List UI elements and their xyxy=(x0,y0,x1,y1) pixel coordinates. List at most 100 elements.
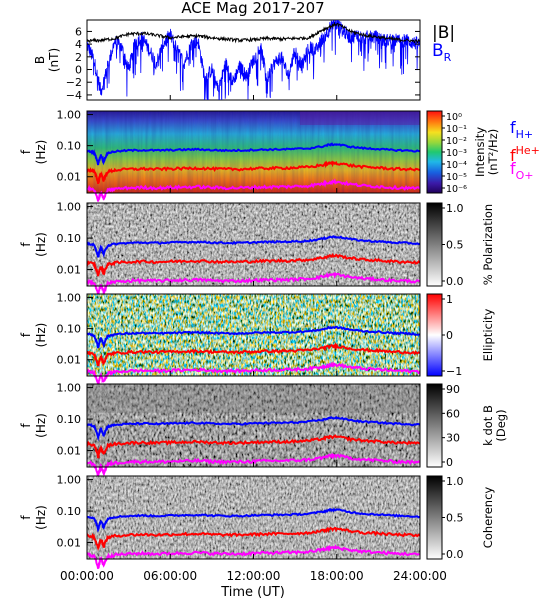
f-he-plus-line xyxy=(87,252,420,277)
f-h-plus-line xyxy=(87,507,420,533)
f-o-plus-line xyxy=(87,271,420,298)
xtick-label: 12:00:00 xyxy=(227,569,281,583)
b-ytick-label: 0 xyxy=(75,64,82,77)
ytick-label: 0.10 xyxy=(57,140,82,153)
ylabel-f: f xyxy=(19,149,33,154)
legend-f-he: fHe+ xyxy=(510,144,540,165)
b-ylabel-top: B xyxy=(33,56,47,64)
ylabel-hz: (Hz) xyxy=(34,505,48,530)
colorbar-tick-label: 0.5 xyxy=(446,512,464,525)
panel-ellipticity: 1.00 0.10 0.01 f (Hz) 1 0 −1 Ellipticity xyxy=(19,292,495,388)
ylabel-hz: (Hz) xyxy=(34,323,48,348)
x-tick-labels: 00:00:00 06:00:00 12:00:00 18:00:00 24:00:00 xyxy=(60,569,447,583)
colorbar-tick-label: 90 xyxy=(446,383,460,396)
ytick-label: 0.10 xyxy=(57,505,82,518)
legend-b-r: BR xyxy=(432,41,452,64)
ytick-label: 1.00 xyxy=(57,292,82,305)
colorbar-tick-label: 0.0 xyxy=(446,275,464,288)
f-h-plus-line xyxy=(87,142,420,166)
b-ytick-label: 6 xyxy=(75,25,82,38)
colorbar-tick-label: 10⁻¹ xyxy=(446,124,467,135)
colorbar-tick-label: 10⁰ xyxy=(446,112,462,123)
spectrogram-shade xyxy=(87,384,420,414)
colorbar-title: Coherency xyxy=(481,487,495,549)
f-o-plus-line xyxy=(87,544,420,569)
colorbar-tick-label: −1 xyxy=(446,365,462,378)
spectrogram-panels: 1.000.100.01f (Hz)10⁰10⁻¹10⁻²10⁻³10⁻⁴10⁻⁵… xyxy=(19,109,508,569)
series-b-total-line xyxy=(87,21,420,44)
f-h-plus-line xyxy=(87,235,420,259)
colorbar-tick-label: 0.5 xyxy=(446,239,464,252)
f-he-plus-line xyxy=(87,342,420,367)
colorbar xyxy=(426,475,443,560)
colorbar-title: Ellipticity xyxy=(481,308,495,361)
x-axis-label: Time (UT) xyxy=(220,585,285,600)
f-he-plus-line xyxy=(87,160,420,184)
spectrogram-texture xyxy=(87,111,420,193)
colorbar-unit: (Deg) xyxy=(494,409,508,441)
b-ylabel-unit: (nT) xyxy=(47,48,61,72)
b-ytick-label: −4 xyxy=(66,89,82,102)
panel-polarization: 1.00 0.10 0.01 f (Hz) 1.0 0.5 0.0 % Polarization xyxy=(19,201,495,298)
xtick-label: 18:00:00 xyxy=(310,569,364,583)
legend-f-h-sub: H+ xyxy=(516,128,534,141)
series-b-r-line xyxy=(87,20,420,100)
ytick-label: 1.00 xyxy=(57,382,82,395)
ylabel-f: f xyxy=(19,515,33,520)
colorbar-tick-label: 0.0 xyxy=(446,548,464,561)
ylabel-hz: (Hz) xyxy=(34,413,48,438)
colorbar-tick-label: 1.0 xyxy=(446,202,464,215)
colorbar-tick-label: 0 xyxy=(446,329,453,342)
ytick-label: 1.00 xyxy=(57,109,82,122)
colorbar xyxy=(426,383,443,468)
panel-coherency: 1.00 0.10 0.01 f (Hz) 1.0 0.5 0.0 Coherency xyxy=(19,474,495,569)
ytick-label: 0.10 xyxy=(57,413,82,426)
spectrogram-image xyxy=(87,294,420,376)
legend-b-r-sub: R xyxy=(444,51,452,64)
ytick-label: 1.00 xyxy=(57,474,82,487)
colorbar-tick-label: 0 xyxy=(446,456,453,469)
colorbar xyxy=(426,202,443,287)
f-he-plus-line xyxy=(87,434,420,459)
colorbar-tick-label: 10⁻³ xyxy=(446,148,467,159)
xtick-label: 24:00:00 xyxy=(393,569,447,583)
colorbar-tick-label: 10⁻⁴ xyxy=(446,160,467,171)
b-lines xyxy=(87,20,420,100)
colorbar xyxy=(426,293,443,377)
legend-f-h: fH+ xyxy=(510,118,533,141)
ytick-label: 0.01 xyxy=(57,264,82,277)
f-h-plus-line xyxy=(87,325,420,349)
colorbar-tick-label: 10⁻⁵ xyxy=(446,172,467,183)
spectrogram-image xyxy=(87,476,420,559)
xtick-label: 00:00:00 xyxy=(60,569,114,583)
panel-intensity: 1.00 0.10 0.01 f (Hz) 10⁰10⁻¹10⁻²10⁻³10⁻⁴10⁻⁵… xyxy=(19,109,500,202)
legend-f-o: fO+ xyxy=(510,159,534,182)
panel-kdotb: 1.00 0.10 0.01 f (Hz) 90 60 30 0 k dot B (Deg) xyxy=(19,382,508,480)
ylabel-hz: (Hz) xyxy=(34,232,48,257)
colorbar-tick-label: 60 xyxy=(446,407,460,420)
legend-f-h-main: f xyxy=(510,118,516,137)
ylabel-hz: (Hz) xyxy=(34,140,48,165)
colorbar-title: % Polarization xyxy=(481,204,495,285)
f-o-plus-line xyxy=(87,361,420,388)
colorbar-tick-label: 10⁻⁶ xyxy=(446,184,467,195)
spectrogram-image xyxy=(87,203,420,286)
ytick-label: 0.01 xyxy=(57,537,82,550)
ytick-label: 0.10 xyxy=(57,323,82,336)
ytick-label: 1.00 xyxy=(57,201,82,214)
spectrogram-image xyxy=(87,384,420,467)
b-ytick-label: 2 xyxy=(75,51,82,64)
ylabel-f: f xyxy=(19,242,33,247)
xtick-label: 06:00:00 xyxy=(143,569,197,583)
gyro-legend: fH+ fHe+ fO+ xyxy=(510,118,540,182)
colorbar-tick-label: 10⁻² xyxy=(446,136,467,147)
b-ytick-label: 4 xyxy=(75,38,82,51)
f-o-plus-line xyxy=(87,178,420,202)
legend-f-o-sub: O+ xyxy=(516,169,534,182)
colorbar-tick-label: 30 xyxy=(446,432,460,445)
legend-f-o-main: f xyxy=(510,159,516,178)
b-ytick-label: −2 xyxy=(66,76,82,89)
